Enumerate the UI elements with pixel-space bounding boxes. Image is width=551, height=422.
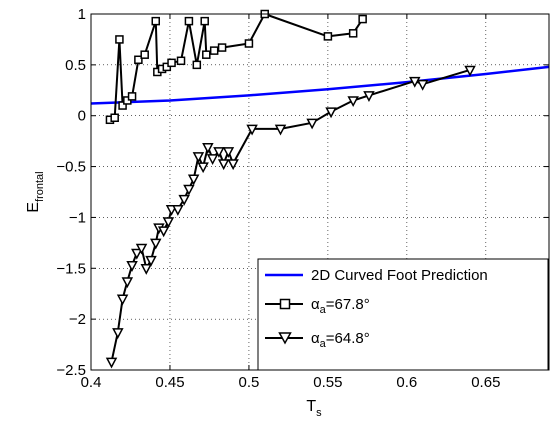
data-point-square bbox=[209, 46, 219, 55]
legend: 2D Curved Foot Prediction αa=67.8° αa=64… bbox=[257, 258, 549, 371]
data-point-triangle bbox=[409, 76, 421, 88]
data-point-square bbox=[115, 35, 124, 44]
data-point-square bbox=[110, 113, 119, 122]
y-tick-label: 1 bbox=[78, 6, 86, 23]
data-point-triangle bbox=[172, 205, 184, 216]
legend-entry-prediction: 2D Curved Foot Prediction bbox=[265, 267, 488, 284]
data-point-triangle bbox=[162, 217, 175, 229]
series-line-1 bbox=[109, 13, 364, 121]
data-point-triangle bbox=[416, 79, 429, 91]
data-point-triangle bbox=[116, 294, 129, 306]
series-2 bbox=[105, 65, 476, 369]
data-point-triangle bbox=[306, 118, 318, 130]
legend-marker-triangle bbox=[278, 332, 292, 345]
data-point-square bbox=[358, 14, 367, 24]
data-point-triangle bbox=[227, 159, 239, 171]
y-tick-label: −2 bbox=[69, 311, 86, 328]
data-point-triangle bbox=[464, 65, 476, 77]
legend-marker-square bbox=[279, 298, 291, 310]
x-tick-labels: 0.4 0.45 0.5 0.55 0.6 0.65 bbox=[81, 374, 501, 391]
y-tick-label: −1.5 bbox=[56, 260, 86, 277]
data-point-triangle bbox=[131, 248, 143, 260]
legend-label-64-8: αa=64.8° bbox=[311, 330, 370, 350]
data-point-triangle bbox=[206, 154, 219, 166]
data-point-triangle bbox=[105, 357, 118, 369]
series-0 bbox=[90, 65, 550, 105]
legend-entry-64-8: αa=64.8° bbox=[265, 330, 370, 350]
x-tick-label: 0.5 bbox=[239, 374, 260, 391]
y-tick-label: −2.5 bbox=[56, 362, 86, 379]
data-point-triangle bbox=[112, 328, 124, 339]
data-point-triangle bbox=[121, 277, 134, 289]
series-1 bbox=[105, 9, 367, 125]
data-point-square bbox=[217, 43, 227, 52]
data-point-square bbox=[202, 50, 211, 59]
data-point-square bbox=[140, 50, 149, 59]
data-point-square bbox=[348, 29, 358, 38]
data-point-square bbox=[167, 58, 176, 68]
data-point-square bbox=[200, 16, 209, 26]
y-tick-label: −1 bbox=[69, 209, 86, 226]
x-tick-label: 0.6 bbox=[396, 374, 417, 391]
x-tick-label: 0.55 bbox=[313, 374, 342, 391]
series-line-0 bbox=[90, 65, 550, 105]
data-point-square bbox=[134, 55, 143, 65]
series-layer bbox=[90, 9, 550, 369]
data-point-triangle bbox=[347, 96, 359, 108]
data-point-triangle bbox=[187, 174, 200, 186]
y-tick-label: 0 bbox=[78, 108, 86, 125]
data-point-square bbox=[118, 101, 127, 110]
legend-box bbox=[257, 258, 549, 371]
data-point-triangle bbox=[363, 91, 375, 102]
data-point-triangle bbox=[222, 147, 235, 158]
legend-entry-67-8: αa=67.8° bbox=[265, 296, 370, 316]
x-tick-label: 0.65 bbox=[471, 374, 500, 391]
legend-label-67-8: αa=67.8° bbox=[311, 296, 370, 316]
data-point-triangle bbox=[126, 260, 138, 272]
y-tick-label: −0.5 bbox=[56, 159, 86, 176]
legend-label-prediction: 2D Curved Foot Prediction bbox=[311, 267, 488, 284]
data-point-triangle bbox=[145, 255, 157, 267]
x-axis-label: Ts bbox=[306, 398, 322, 419]
data-point-triangle bbox=[325, 107, 337, 119]
y-tick-label: 0.5 bbox=[65, 57, 86, 74]
y-axis-label: Efrontal bbox=[25, 171, 46, 212]
data-point-triangle bbox=[217, 159, 230, 171]
y-tick-labels: −2.5 −2 −1.5 −1 −0.5 0 0.5 1 bbox=[56, 6, 86, 379]
data-point-square bbox=[176, 56, 186, 66]
x-tick-label: 0.4 bbox=[81, 374, 102, 391]
data-point-square bbox=[127, 92, 137, 101]
data-point-triangle bbox=[150, 238, 162, 250]
data-point-triangle bbox=[246, 124, 258, 136]
data-point-triangle bbox=[135, 243, 148, 255]
data-point-triangle bbox=[178, 194, 190, 206]
data-point-square bbox=[184, 16, 194, 26]
data-point-square bbox=[192, 60, 202, 70]
data-point-square bbox=[151, 16, 161, 26]
x-tick-label: 0.45 bbox=[155, 374, 184, 391]
data-point-triangle bbox=[192, 152, 205, 164]
data-point-triangle bbox=[197, 162, 209, 174]
data-point-triangle bbox=[157, 226, 170, 238]
data-point-triangle bbox=[202, 142, 214, 154]
data-point-triangle bbox=[274, 124, 287, 136]
data-point-triangle bbox=[183, 184, 195, 196]
data-point-square bbox=[244, 39, 254, 48]
data-point-triangle bbox=[213, 147, 225, 158]
data-point-triangle bbox=[140, 264, 153, 275]
data-point-square bbox=[323, 32, 333, 41]
